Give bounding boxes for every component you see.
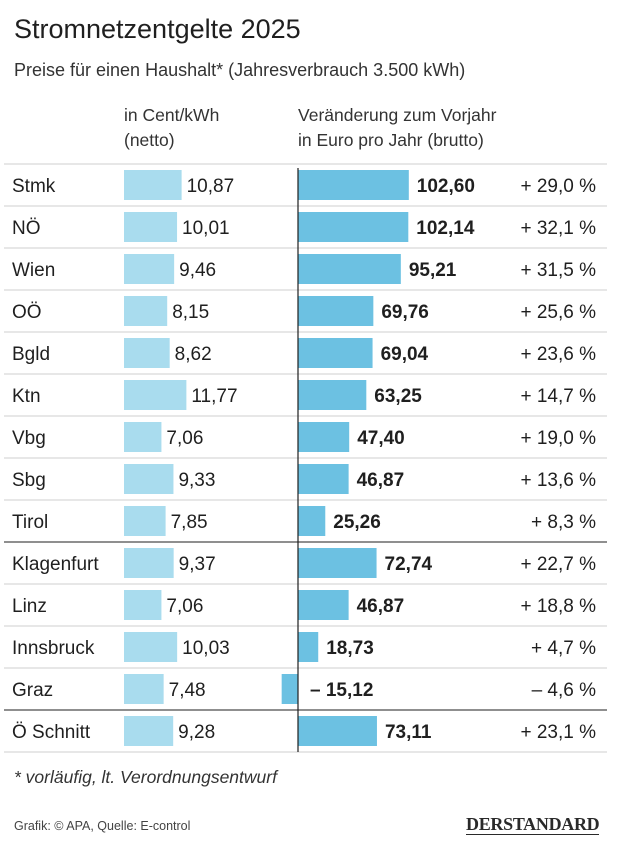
cent-value-label: 9,33: [178, 470, 215, 491]
euro-change-bar: [298, 422, 350, 452]
bar-table-chart: Stmk 10,87 102,60 + 29,0 % NÖ 10,01 102,14 + 32…: [4, 163, 607, 753]
row-label: NÖ: [12, 218, 41, 239]
euro-change-bar: [298, 212, 409, 242]
euro-change-bar: [298, 506, 326, 536]
euro-change-bar: [298, 338, 373, 368]
euro-value-label: 69,76: [381, 302, 429, 323]
cent-value-label: 9,37: [179, 554, 216, 575]
percent-change-label: + 8,3 %: [531, 512, 596, 533]
euro-value-label: 95,21: [409, 260, 457, 281]
euro-value-label: 63,25: [374, 386, 422, 407]
cent-bar: [124, 464, 174, 494]
row-label: Klagenfurt: [12, 554, 99, 575]
euro-value-label: 102,60: [417, 176, 475, 197]
source-credit: Grafik: © APA, Quelle: E-control: [14, 819, 191, 833]
cent-bar: [124, 590, 162, 620]
cent-bar: [124, 716, 174, 746]
percent-change-label: + 22,7 %: [520, 554, 596, 575]
row-label: Wien: [12, 260, 55, 281]
euro-change-bar: [298, 254, 401, 284]
euro-value-label: 47,40: [357, 428, 405, 449]
column-header-change-euro: Veränderung zum Vorjahr in Euro pro Jahr…: [298, 105, 497, 150]
row-label: Ö Schnitt: [12, 722, 91, 743]
euro-change-bar: [298, 632, 319, 662]
cent-value-label: 7,06: [166, 596, 203, 617]
row-label: Bgld: [12, 344, 50, 365]
cent-value-label: 8,62: [175, 344, 212, 365]
cent-value-label: 7,85: [171, 512, 208, 533]
percent-change-label: – 4,6 %: [532, 680, 597, 701]
publisher-logo: DERSTANDARD: [466, 814, 600, 835]
percent-change-label: + 31,5 %: [520, 260, 596, 281]
percent-change-label: + 25,6 %: [520, 302, 596, 323]
euro-value-label: 72,74: [385, 554, 433, 575]
cent-bar: [124, 212, 178, 242]
euro-change-bar: [298, 380, 367, 410]
cent-bar: [124, 380, 187, 410]
cent-value-label: 10,03: [182, 638, 230, 659]
cent-bar: [124, 296, 168, 326]
percent-change-label: + 13,6 %: [520, 470, 596, 491]
row-label: Sbg: [12, 470, 46, 491]
euro-value-label: 69,04: [381, 344, 429, 365]
row-label: Graz: [12, 680, 53, 701]
euro-value-label: 25,26: [333, 512, 381, 533]
percent-change-label: + 32,1 %: [520, 218, 596, 239]
cent-bar: [124, 674, 164, 704]
row-label: OÖ: [12, 302, 42, 323]
euro-change-bar: [298, 170, 409, 200]
euro-change-bar: [298, 548, 377, 578]
euro-value-label: 73,11: [385, 722, 432, 743]
row-label: Tirol: [12, 512, 48, 533]
cent-bar: [124, 338, 170, 368]
row-label: Linz: [12, 596, 47, 617]
percent-change-label: + 29,0 %: [520, 176, 596, 197]
cent-value-label: 7,06: [166, 428, 203, 449]
euro-change-bar: [281, 674, 298, 704]
chart-title: Stromnetzentgelte 2025: [14, 14, 301, 44]
row-label: Innsbruck: [12, 638, 95, 659]
percent-change-label: + 23,6 %: [520, 344, 596, 365]
euro-value-label: 46,87: [357, 596, 405, 617]
euro-value-label: 102,14: [416, 218, 475, 239]
percent-change-label: + 4,7 %: [531, 638, 596, 659]
euro-value-label: 18,73: [326, 638, 374, 659]
cent-value-label: 7,48: [169, 680, 206, 701]
cent-bar: [124, 170, 182, 200]
column-header-cent-per-kwh: in Cent/kWh (netto): [124, 105, 220, 150]
percent-change-label: + 14,7 %: [520, 386, 596, 407]
euro-change-bar: [298, 590, 349, 620]
euro-value-label: 46,87: [357, 470, 405, 491]
row-label: Vbg: [12, 428, 46, 449]
cent-bar: [124, 506, 166, 536]
euro-change-bar: [298, 464, 349, 494]
cent-value-label: 9,28: [178, 722, 215, 743]
percent-change-label: + 19,0 %: [520, 428, 596, 449]
cent-value-label: 8,15: [172, 302, 209, 323]
row-label: Stmk: [12, 176, 56, 197]
euro-change-bar: [298, 296, 374, 326]
cent-value-label: 10,87: [187, 176, 235, 197]
cent-bar: [124, 548, 174, 578]
euro-value-label: – 15,12: [310, 680, 373, 701]
cent-bar: [124, 254, 175, 284]
cent-value-label: 11,77: [191, 386, 237, 407]
row-label: Ktn: [12, 386, 41, 407]
cent-bar: [124, 422, 162, 452]
chart-subtitle: Preise für einen Haushalt* (Jahresverbra…: [14, 60, 466, 80]
percent-change-label: + 18,8 %: [520, 596, 596, 617]
cent-value-label: 9,46: [179, 260, 216, 281]
euro-change-bar: [298, 716, 377, 746]
cent-bar: [124, 632, 178, 662]
percent-change-label: + 23,1 %: [520, 722, 596, 743]
cent-value-label: 10,01: [182, 218, 230, 239]
footnote: * vorläufig, lt. Verordnungsentwurf: [14, 767, 277, 787]
